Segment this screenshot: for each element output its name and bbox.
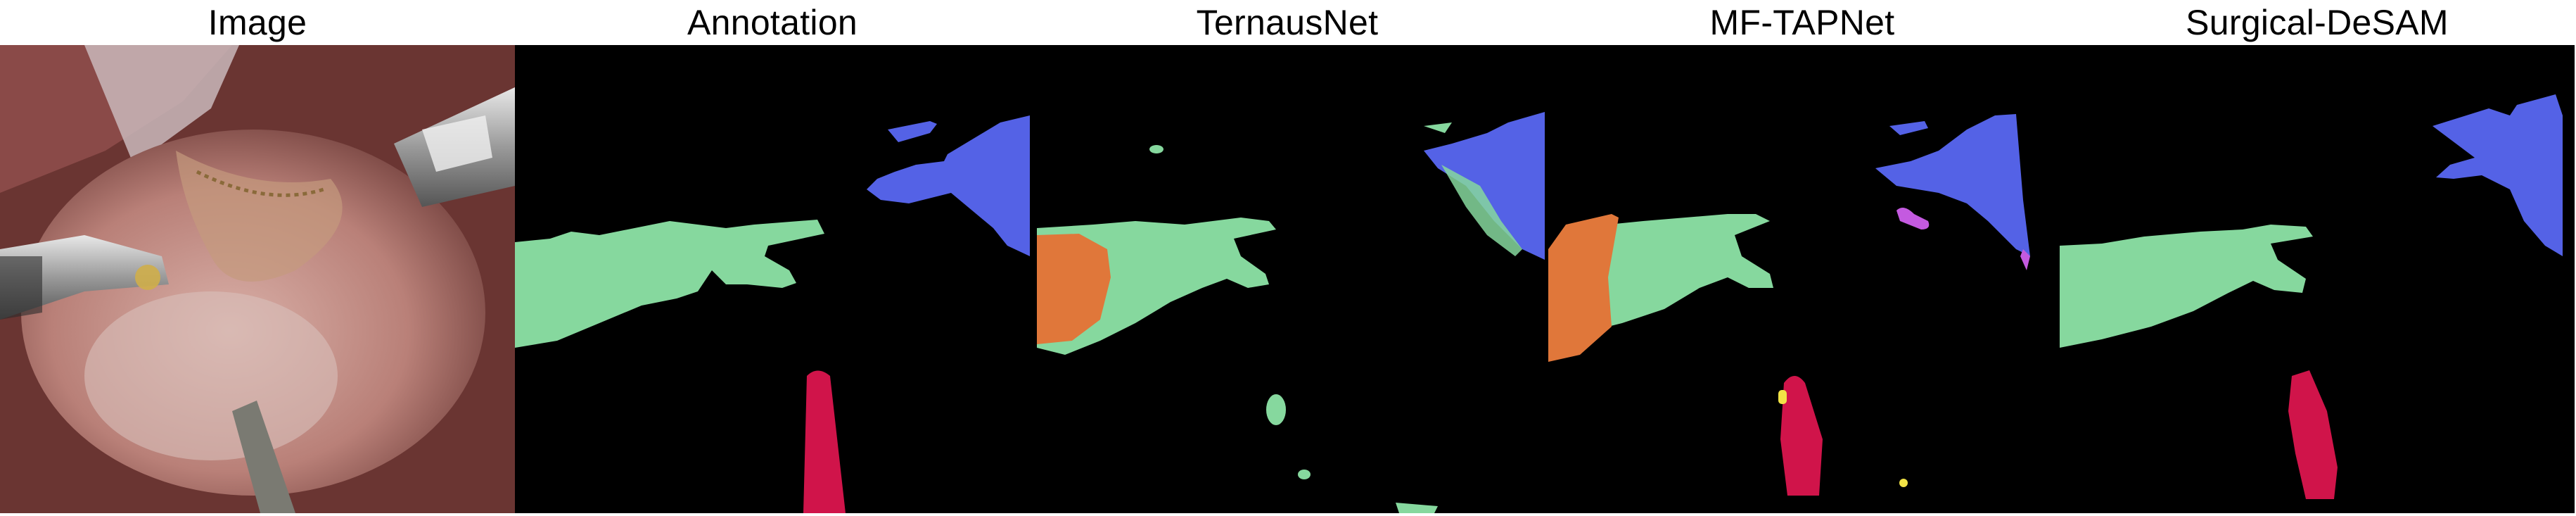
probe-tool bbox=[232, 401, 295, 513]
speck-bottom bbox=[1396, 503, 1438, 513]
surgicaldesam-mask bbox=[2060, 94, 2563, 499]
mis-orange-region bbox=[1037, 234, 1111, 344]
sutured-area bbox=[176, 151, 343, 282]
clasper-blue-tip bbox=[1889, 121, 1928, 135]
clasper-blue bbox=[1875, 114, 2030, 256]
clasper-blue-tip bbox=[888, 121, 937, 142]
column-header-mftapnet: MF-TAPNet bbox=[1709, 3, 1895, 42]
column-header-image: Image bbox=[208, 3, 307, 42]
membrane bbox=[84, 45, 239, 165]
speck-green bbox=[1149, 145, 1163, 153]
organ-highlight bbox=[84, 291, 338, 460]
shaft-mask bbox=[515, 220, 824, 348]
mis-magenta-region bbox=[1896, 208, 1930, 229]
mis-orange-region bbox=[1548, 214, 1619, 362]
column-header-ternausnet: TernausNet bbox=[1196, 3, 1379, 42]
shaft-mask bbox=[2060, 225, 2313, 348]
clasper-blue bbox=[867, 115, 1030, 256]
trocar-highlight bbox=[422, 115, 492, 172]
ring-marker bbox=[135, 265, 160, 290]
annotation-mask bbox=[515, 115, 1030, 513]
column-header-surgicaldesam: Surgical-DeSAM bbox=[2186, 3, 2449, 42]
mis-magenta-edge bbox=[2020, 249, 2030, 270]
tool-red bbox=[2288, 370, 2338, 499]
surgical-scene bbox=[0, 45, 515, 513]
clasper-blue bbox=[1424, 112, 1545, 260]
shaft-mask bbox=[1608, 214, 1773, 327]
clasper-green-edge bbox=[1441, 165, 1522, 256]
panel-annotation bbox=[515, 45, 1030, 513]
mftapnet-mask bbox=[1548, 114, 2030, 496]
panel-mftapnet bbox=[1545, 45, 2060, 513]
panel-surgical-image bbox=[0, 45, 515, 513]
grasper-joint bbox=[0, 256, 42, 320]
tool-red bbox=[803, 370, 846, 513]
clasper-blue bbox=[2432, 94, 2563, 256]
suture-line bbox=[196, 170, 324, 197]
tip-green bbox=[1424, 122, 1452, 133]
panel-surgicaldesam bbox=[2060, 45, 2575, 513]
ternausnet-mask bbox=[1037, 112, 1545, 513]
panel-ternausnet bbox=[1030, 45, 1545, 513]
speck-green-3 bbox=[1298, 470, 1311, 479]
column-header-annotation: Annotation bbox=[687, 3, 858, 42]
mis-yellow-speck bbox=[1899, 479, 1908, 487]
speck-green-2 bbox=[1266, 394, 1286, 425]
mis-yellow-spot bbox=[1778, 390, 1787, 404]
tool-red bbox=[1780, 376, 1823, 496]
